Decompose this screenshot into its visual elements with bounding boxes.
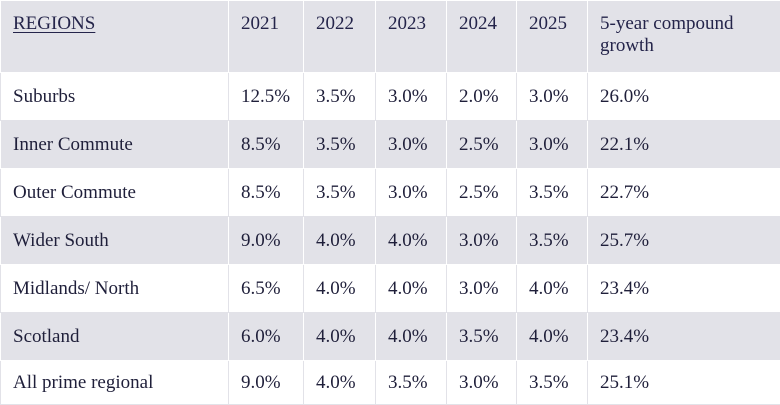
value-compound-growth: 26.0% [588,73,780,121]
region-name: Inner Commute [1,121,229,169]
value-2024: 3.0% [447,361,517,405]
value-2025: 4.0% [517,313,588,361]
value-2023: 4.0% [376,217,447,265]
value-2021: 9.0% [229,361,304,405]
header-row: REGIONS 2021 2022 2023 2024 2025 5-year … [1,1,780,73]
value-2023: 3.5% [376,361,447,405]
value-2022: 4.0% [304,217,376,265]
column-header-2021: 2021 [229,1,304,73]
value-2025: 3.0% [517,121,588,169]
value-compound-growth: 23.4% [588,265,780,313]
value-2021: 6.5% [229,265,304,313]
table-row: Wider South 9.0% 4.0% 4.0% 3.0% 3.5% 25.… [1,217,780,265]
value-compound-growth: 22.1% [588,121,780,169]
table-row: All prime regional 9.0% 4.0% 3.5% 3.0% 3… [1,361,780,405]
value-2024: 3.0% [447,217,517,265]
value-2022: 4.0% [304,265,376,313]
value-compound-growth: 25.1% [588,361,780,405]
column-header-compound-growth: 5-year compound growth [588,1,780,73]
value-2025: 3.0% [517,73,588,121]
value-compound-growth: 25.7% [588,217,780,265]
value-2024: 2.5% [447,169,517,217]
value-2024: 2.0% [447,73,517,121]
table-row: Inner Commute 8.5% 3.5% 3.0% 2.5% 3.0% 2… [1,121,780,169]
value-2021: 6.0% [229,313,304,361]
table-row: Suburbs 12.5% 3.5% 3.0% 2.0% 3.0% 26.0% [1,73,780,121]
value-2023: 3.0% [376,121,447,169]
value-2021: 9.0% [229,217,304,265]
value-2021: 12.5% [229,73,304,121]
value-2023: 3.0% [376,169,447,217]
value-compound-growth: 23.4% [588,313,780,361]
column-header-2025: 2025 [517,1,588,73]
value-2022: 4.0% [304,313,376,361]
column-header-2023: 2023 [376,1,447,73]
region-name: Suburbs [1,73,229,121]
value-2023: 4.0% [376,265,447,313]
value-2025: 3.5% [517,169,588,217]
value-compound-growth: 22.7% [588,169,780,217]
value-2024: 3.5% [447,313,517,361]
region-name: All prime regional [1,361,229,405]
value-2022: 3.5% [304,73,376,121]
region-name: Wider South [1,217,229,265]
value-2025: 4.0% [517,265,588,313]
value-2022: 4.0% [304,361,376,405]
value-2025: 3.5% [517,361,588,405]
table-row: Midlands/ North 6.5% 4.0% 4.0% 3.0% 4.0%… [1,265,780,313]
region-name: Outer Commute [1,169,229,217]
column-header-regions: REGIONS [1,1,229,73]
value-2025: 3.5% [517,217,588,265]
value-2022: 3.5% [304,121,376,169]
value-2023: 3.0% [376,73,447,121]
value-2021: 8.5% [229,169,304,217]
value-2022: 3.5% [304,169,376,217]
column-header-2024: 2024 [447,1,517,73]
region-name: Midlands/ North [1,265,229,313]
table-row: Scotland 6.0% 4.0% 4.0% 3.5% 4.0% 23.4% [1,313,780,361]
value-2024: 2.5% [447,121,517,169]
value-2021: 8.5% [229,121,304,169]
value-2024: 3.0% [447,265,517,313]
region-name: Scotland [1,313,229,361]
column-header-2022: 2022 [304,1,376,73]
value-2023: 4.0% [376,313,447,361]
table-row: Outer Commute 8.5% 3.5% 3.0% 2.5% 3.5% 2… [1,169,780,217]
